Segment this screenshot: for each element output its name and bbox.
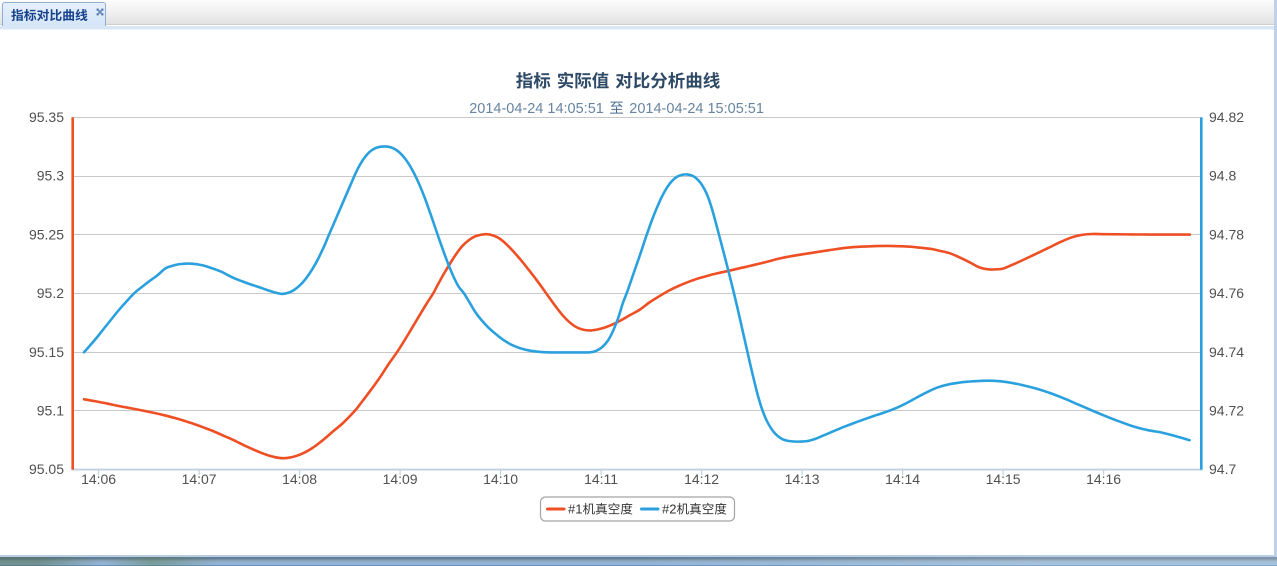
svg-text:95.15: 95.15: [29, 344, 64, 360]
svg-text:2014-04-24 15:05:51: 2014-04-24 15:05:51: [629, 101, 764, 117]
svg-text:95.2: 95.2: [37, 285, 64, 301]
svg-text:95.35: 95.35: [29, 109, 64, 125]
svg-text:14:16: 14:16: [1086, 471, 1121, 487]
svg-text:14:07: 14:07: [182, 471, 217, 487]
svg-text:14:08: 14:08: [282, 471, 317, 487]
svg-text:#2: #2: [662, 502, 676, 517]
svg-text:14:11: 14:11: [584, 471, 618, 487]
svg-text:2014-04-24 14:05:51: 2014-04-24 14:05:51: [469, 101, 604, 117]
svg-text:94.76: 94.76: [1209, 285, 1244, 301]
svg-text:95.05: 95.05: [29, 461, 64, 477]
svg-text:14:06: 14:06: [81, 471, 116, 487]
svg-text:14:09: 14:09: [383, 471, 418, 487]
svg-text:94.82: 94.82: [1209, 109, 1244, 125]
svg-text:94.78: 94.78: [1209, 226, 1244, 242]
svg-text:14:13: 14:13: [785, 471, 820, 487]
svg-text:94.74: 94.74: [1209, 344, 1244, 360]
svg-text:14:10: 14:10: [483, 471, 518, 487]
svg-text:94.8: 94.8: [1209, 168, 1236, 184]
svg-text:95.3: 95.3: [37, 168, 64, 184]
svg-text:14:12: 14:12: [684, 471, 719, 487]
svg-text:94.7: 94.7: [1209, 461, 1236, 477]
svg-text:14:14: 14:14: [885, 471, 920, 487]
svg-text:#1: #1: [568, 502, 582, 517]
svg-text:14:15: 14:15: [986, 471, 1021, 487]
svg-text:94.72: 94.72: [1209, 403, 1244, 419]
svg-text:95.25: 95.25: [29, 226, 64, 242]
svg-text:95.1: 95.1: [37, 403, 64, 419]
